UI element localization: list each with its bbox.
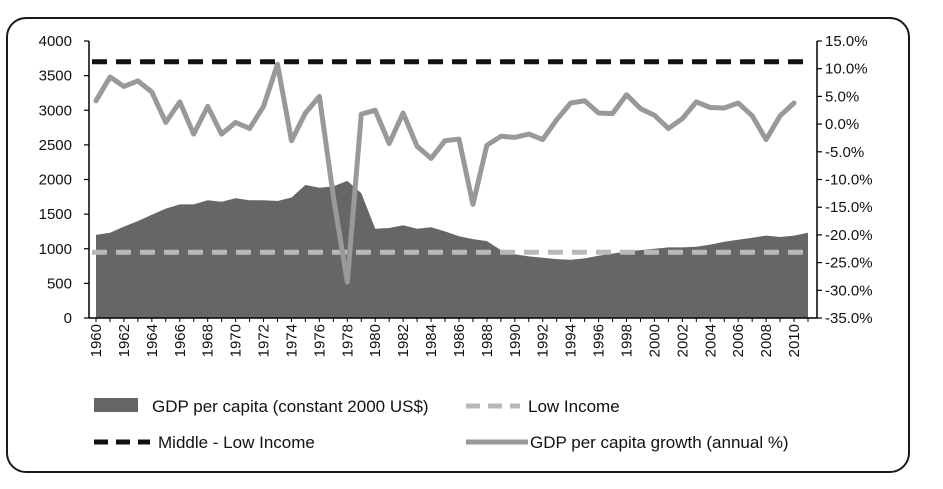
gdp-growth-line (93, 61, 797, 285)
x-tick-label: 1964 (144, 324, 161, 357)
x-tick-label: 2002 (674, 324, 691, 357)
x-tick-label: 1972 (256, 324, 273, 357)
x-tick-label: 1976 (311, 324, 328, 357)
right-tick-label: -35.0% (825, 310, 873, 327)
right-tick-label: -20.0% (825, 227, 873, 244)
left-tick-label: 500 (47, 275, 72, 292)
right-tick-label: 10.0% (825, 61, 868, 78)
plot-area (92, 59, 810, 318)
left-tick-label: 0 (64, 310, 72, 327)
left-tick-label: 1500 (39, 206, 72, 223)
left-tick-label: 3500 (39, 68, 72, 85)
right-tick-label: -5.0% (825, 144, 864, 161)
x-tick-label: 1978 (339, 324, 356, 357)
x-tick-label: 1970 (228, 324, 245, 357)
x-tick-label: 2004 (702, 324, 719, 357)
gdp-per-capita-area (96, 180, 808, 318)
x-tick-label: 1994 (563, 324, 580, 357)
right-tick-label: -30.0% (825, 282, 873, 299)
x-tick-label: 1996 (591, 324, 608, 357)
x-tick-label: 2008 (758, 324, 775, 357)
x-tick-label: 1998 (619, 324, 636, 357)
x-tick-label: 1982 (395, 324, 412, 357)
right-tick-label: 0.0% (825, 116, 859, 133)
right-tick-label: -15.0% (825, 199, 873, 216)
x-axis: 1960 1962 1964 1966 1968 1970 1972 1974 1976 1978… (88, 317, 817, 357)
x-tick-label: 1974 (283, 324, 300, 357)
x-tick-label: 1966 (172, 324, 189, 357)
right-tick-label: -10.0% (825, 172, 873, 189)
legend-label-low-income: Low Income (528, 397, 620, 416)
legend-label-gdp-area: GDP per capita (constant 2000 US$) (152, 397, 429, 416)
x-tick-label: 1992 (535, 324, 552, 357)
left-axis: 0 500 1000 1500 2000 2500 3000 3500 4000 (39, 33, 90, 327)
x-tick-label: 1980 (367, 324, 384, 357)
axes: 0 500 1000 1500 2000 2500 3000 3500 4000 15.0% 10… (39, 33, 873, 357)
x-tick-label: 2010 (786, 324, 803, 357)
x-tick-label: 1988 (479, 324, 496, 357)
x-tick-label: 2000 (646, 324, 663, 357)
legend-label-middle-low-income: Middle - Low Income (158, 433, 315, 452)
left-tick-label: 3000 (39, 102, 72, 119)
right-tick-label: 15.0% (825, 33, 868, 50)
x-tick-label: 1990 (507, 324, 524, 357)
x-tick-label: 1968 (200, 324, 217, 357)
left-tick-label: 4000 (39, 33, 72, 50)
x-tick-label: 2006 (730, 324, 747, 357)
left-tick-label: 1000 (39, 241, 72, 258)
x-tick-label: 1984 (423, 324, 440, 357)
left-tick-label: 2000 (39, 172, 72, 189)
x-tick-label: 1960 (88, 324, 105, 357)
x-tick-label: 1986 (451, 324, 468, 357)
right-tick-label: -25.0% (825, 255, 873, 272)
right-axis: 15.0% 10.0% 5.0% 0.0% -5.0% -10.0% -15.0% -20.0… (816, 33, 873, 327)
legend: GDP per capita (constant 2000 US$) Low I… (94, 397, 789, 452)
right-tick-label: 5.0% (825, 88, 859, 105)
legend-swatch-gdp-area (94, 398, 138, 412)
left-tick-label: 2500 (39, 137, 72, 154)
legend-label-gdp-growth: GDP per capita growth (annual %) (530, 433, 789, 452)
x-tick-label: 1962 (116, 324, 133, 357)
